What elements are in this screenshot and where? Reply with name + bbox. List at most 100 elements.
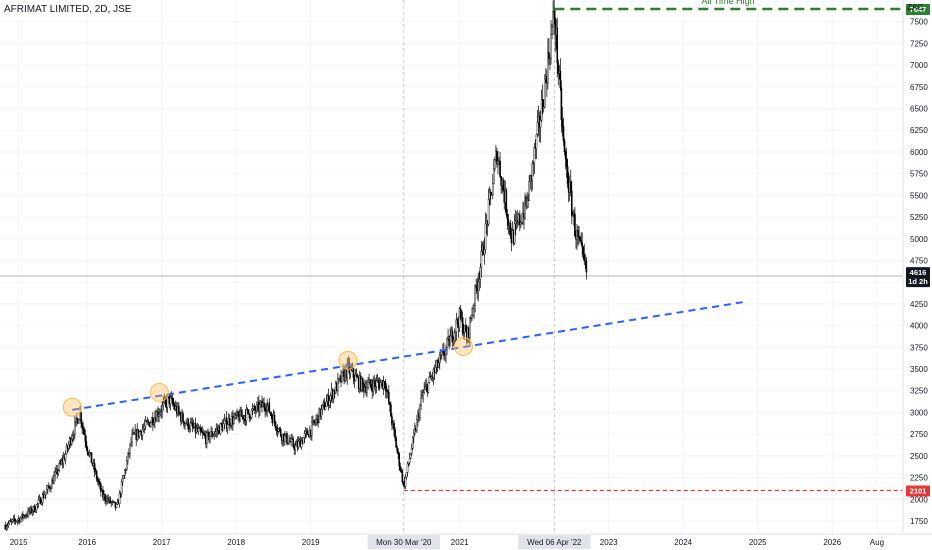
candle-body <box>13 518 16 521</box>
candle-body <box>166 397 169 408</box>
candle-body <box>109 497 112 503</box>
candle-body <box>170 397 173 399</box>
candle-body <box>409 453 412 459</box>
candle-body <box>377 380 380 384</box>
x-tick-label: 2019 <box>302 538 320 547</box>
x-tick-label: 2017 <box>153 538 171 547</box>
candle-body <box>126 460 128 470</box>
candle-body <box>253 406 256 410</box>
candle-body <box>288 440 290 444</box>
candle-body <box>16 519 19 522</box>
touch-point <box>338 350 358 370</box>
x-tick-label: 2015 <box>10 538 28 547</box>
trendline-layer[interactable] <box>72 301 743 411</box>
candle-body <box>451 330 454 343</box>
candle-body <box>313 420 315 423</box>
candle-body <box>88 452 91 455</box>
candle-body <box>373 380 376 384</box>
candle-body <box>67 444 70 449</box>
candle-body <box>97 480 100 484</box>
candle-body <box>370 384 372 388</box>
candle-body <box>223 420 226 424</box>
x-tick-label: 2021 <box>451 538 469 547</box>
candle-body <box>401 471 404 483</box>
candle-body <box>582 246 585 255</box>
candle-body <box>360 378 363 391</box>
candle-body <box>346 363 349 379</box>
candle-body <box>83 429 86 435</box>
candle-body <box>86 446 89 453</box>
candle-body <box>550 33 552 59</box>
candle-body <box>496 151 498 165</box>
x-tick-label: 2023 <box>600 538 618 547</box>
candle-body <box>441 351 443 356</box>
candle-body <box>505 190 508 215</box>
x-tick-label: 2018 <box>227 538 245 547</box>
candle-body <box>453 332 456 341</box>
candle-body <box>434 367 437 373</box>
candle-body <box>583 253 586 262</box>
candle-body <box>440 354 442 356</box>
candle-body <box>462 332 465 334</box>
candle-body <box>395 437 397 448</box>
trendline[interactable] <box>72 301 743 411</box>
candle-body <box>153 422 155 425</box>
candle-body <box>311 421 313 436</box>
candle-body <box>62 457 65 463</box>
candle-body <box>275 427 278 432</box>
x-tick-label: Aug <box>870 538 884 547</box>
candle-body <box>51 479 53 489</box>
candle-body <box>355 374 358 377</box>
candle-body <box>84 434 87 442</box>
candle-body <box>248 413 251 419</box>
candle-body <box>191 422 194 427</box>
candle-body <box>539 119 542 128</box>
candle-body <box>37 499 40 504</box>
candle-body <box>561 119 564 127</box>
candle-body <box>158 414 160 417</box>
y-tick-label: 3000 <box>910 408 928 417</box>
candle-body <box>200 431 203 433</box>
candle-body <box>74 421 76 435</box>
candle-body <box>536 122 539 135</box>
candle-body <box>26 515 28 517</box>
y-tick-label: 3250 <box>910 387 928 396</box>
candle-body <box>259 404 261 412</box>
y-tick-label: 4250 <box>910 300 928 309</box>
candle-body <box>90 452 93 464</box>
candle-body <box>323 402 326 410</box>
candle-body <box>577 230 579 238</box>
candle-body <box>420 397 422 406</box>
candle-body <box>75 417 77 422</box>
candle-body <box>39 497 42 505</box>
price-axis[interactable]: 1750 2000 2250 2500 2750 3000 3250 3500 3750 4000… <box>910 18 928 526</box>
candle-body <box>211 431 213 437</box>
candle-body <box>427 382 430 393</box>
touch-point <box>62 397 82 417</box>
candle-body <box>337 378 339 392</box>
candle-body <box>386 390 389 393</box>
candle-body <box>214 431 217 435</box>
price-tag-text: 7647 <box>910 5 927 14</box>
candle-body <box>142 428 145 430</box>
candle-body <box>407 462 410 465</box>
candle-body <box>292 438 294 447</box>
y-tick-label: 7250 <box>910 39 928 48</box>
candle-body <box>408 458 411 464</box>
candle-body <box>390 404 392 417</box>
time-axis[interactable]: 2015 2016 2017 2018 2019 2021 2023 2024 2025 2026… <box>10 535 884 549</box>
candle-body <box>493 168 495 184</box>
candle-body <box>526 198 528 207</box>
candle-body <box>579 236 581 241</box>
candle-body <box>455 319 458 332</box>
y-tick-label: 7000 <box>910 61 928 70</box>
crosshair-lines <box>403 0 555 534</box>
candle-body <box>372 380 375 392</box>
y-tick-label: 6250 <box>910 126 928 135</box>
y-tick-label: 6500 <box>910 105 928 114</box>
candle-body <box>304 431 307 434</box>
candle-body <box>332 390 335 400</box>
candle-body <box>533 146 536 164</box>
candle-body <box>44 492 47 496</box>
